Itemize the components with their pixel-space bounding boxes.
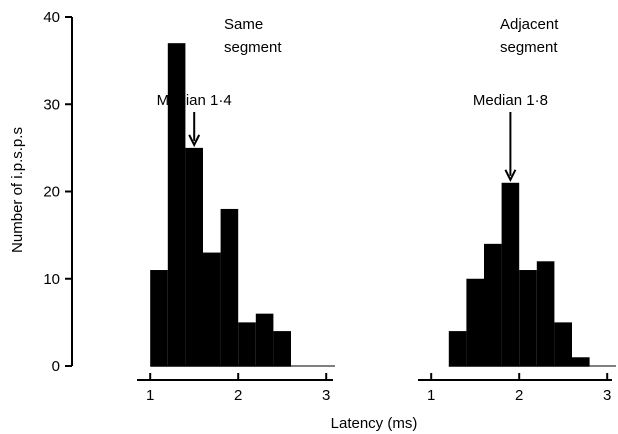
histogram-bar [466,278,484,366]
y-tick-label: 40 [43,9,60,26]
x-tick-label: 3 [322,387,330,404]
histogram-bar [203,252,221,366]
x-tick-label: 2 [234,387,242,404]
axes-layer: 0 10 20 30 40 1 2 3 1 2 3 [43,9,612,404]
histogram-bar [167,43,186,367]
y-tick-label: 10 [43,271,60,288]
histogram-bar [554,322,572,366]
median-label: Median 1·8 [473,92,548,109]
histogram-bar [484,243,502,366]
median-arrow-head [504,169,517,183]
panel-title-line: Same [224,16,263,33]
median-label: Median 1·4 [157,92,232,109]
histogram-bar [572,357,590,366]
histogram-bar [448,331,467,366]
histogram-bar [501,182,520,366]
histogram-bar [255,313,274,366]
y-axis-title: Number of i.p.s.p.s [9,127,26,253]
x-tick-label: 3 [603,387,611,404]
y-tick-label: 30 [43,96,60,113]
y-tick-label: 20 [43,184,60,201]
panel-title-line: segment [224,39,282,56]
x-axis-title: Latency (ms) [331,415,418,432]
bars-layer [150,43,616,367]
y-tick-label: 0 [52,358,60,375]
histogram-bar [220,208,239,366]
x-tick-label: 1 [427,387,435,404]
histogram-bar [519,270,537,366]
panel-title-line: Adjacent [500,16,559,33]
histogram-bar [273,331,291,366]
median-arrow-head [188,134,201,148]
histogram-bar [185,147,203,366]
histogram-bar [150,270,168,366]
histogram-bar [536,261,555,366]
x-tick-label: 1 [146,387,154,404]
x-tick-label: 2 [515,387,523,404]
annotations-layer: Same segment Median 1·4 Adjacent segment Medi… [157,16,559,183]
panel-title-line: segment [500,39,558,56]
histogram-bar [238,322,256,366]
